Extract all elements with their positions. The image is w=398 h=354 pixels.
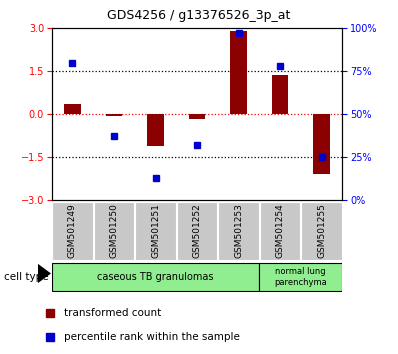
- Bar: [135, 202, 176, 259]
- Bar: [64, 104, 81, 114]
- Bar: [260, 202, 300, 259]
- Bar: [313, 114, 330, 174]
- Bar: [147, 114, 164, 145]
- Bar: [106, 114, 122, 116]
- Bar: [272, 75, 288, 114]
- Bar: [230, 31, 247, 114]
- Bar: [52, 263, 259, 291]
- Text: caseous TB granulomas: caseous TB granulomas: [97, 272, 214, 282]
- Bar: [259, 263, 342, 291]
- Text: GDS4256 / g13376526_3p_at: GDS4256 / g13376526_3p_at: [107, 9, 291, 22]
- Bar: [189, 114, 205, 119]
- Text: GSM501253: GSM501253: [234, 204, 243, 258]
- Text: transformed count: transformed count: [64, 308, 162, 318]
- Text: GSM501249: GSM501249: [68, 204, 77, 258]
- Polygon shape: [38, 264, 51, 283]
- Text: GSM501254: GSM501254: [275, 204, 285, 258]
- Text: percentile rank within the sample: percentile rank within the sample: [64, 332, 240, 342]
- Text: GSM501252: GSM501252: [193, 204, 201, 258]
- Text: normal lung
parenchyma: normal lung parenchyma: [274, 267, 327, 287]
- Bar: [219, 202, 259, 259]
- Bar: [301, 202, 342, 259]
- Text: GSM501255: GSM501255: [317, 204, 326, 258]
- Text: GSM501251: GSM501251: [151, 204, 160, 258]
- Text: cell type: cell type: [4, 272, 49, 282]
- Text: GSM501250: GSM501250: [109, 204, 119, 258]
- Bar: [177, 202, 217, 259]
- Bar: [94, 202, 134, 259]
- Bar: [52, 202, 93, 259]
